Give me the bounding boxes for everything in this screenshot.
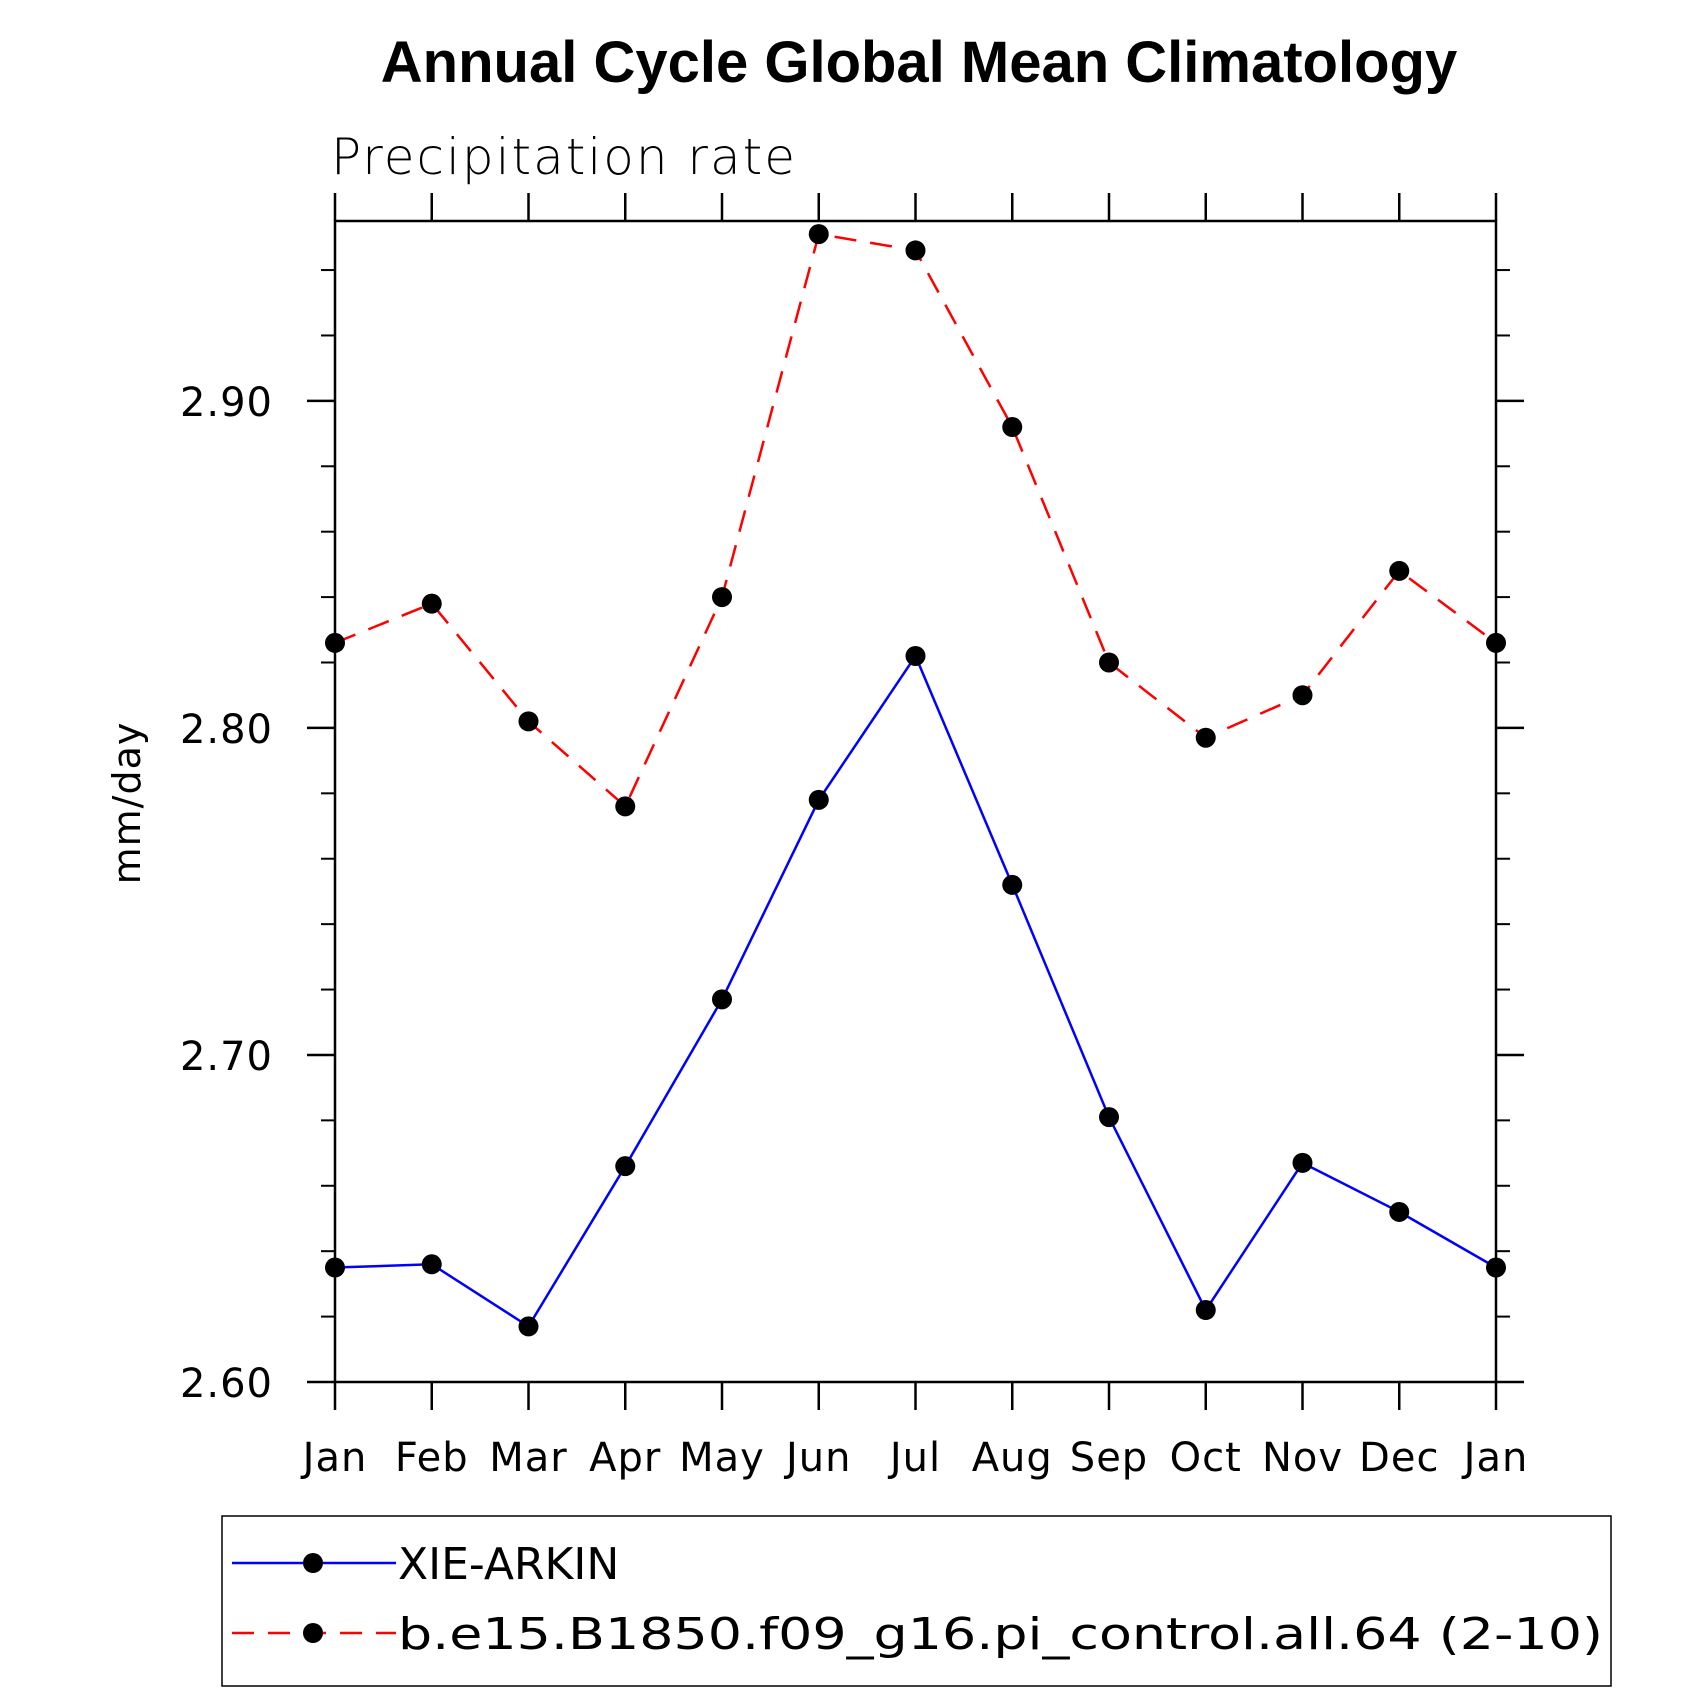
- plot-frame: [333, 219, 1498, 1384]
- tick-labels: Jan Feb Mar Apr May Jun Jul Aug Sep Oct Nov Dec Jan 2…: [180, 380, 1529, 1481]
- series-1-point: [1292, 685, 1313, 706]
- series-0-point: [325, 1257, 345, 1278]
- series-1-point: [905, 240, 926, 261]
- series-1-point: [808, 224, 829, 245]
- series-0-point: [1195, 1300, 1216, 1321]
- x-tick-label: Feb: [395, 1435, 469, 1481]
- x-tick-label: Jul: [887, 1435, 941, 1481]
- x-tick-label: Sep: [1070, 1435, 1148, 1481]
- series-1-point: [1195, 727, 1216, 748]
- series-markers: [325, 224, 1506, 1337]
- series-1-point: [615, 796, 636, 817]
- series-line-1: [334, 232, 1497, 809]
- legend-box: [221, 1515, 1612, 1687]
- legend-label-model: b.e15.B1850.f09_g16.pi_control.all.64 (2…: [398, 1609, 1603, 1660]
- series-1-point: [1002, 417, 1023, 438]
- x-tick-label: Mar: [489, 1435, 567, 1481]
- series-0-point: [1292, 1152, 1313, 1173]
- x-tick-label: Oct: [1170, 1435, 1242, 1481]
- series-1-point: [712, 587, 732, 608]
- x-tick-label: Apr: [589, 1435, 661, 1481]
- y-axis-label: mm/day: [105, 722, 149, 885]
- series-0-point: [1486, 1257, 1506, 1278]
- series-1-point: [1389, 560, 1410, 581]
- y-tick-label: 2.80: [180, 707, 273, 753]
- x-tick-label: May: [679, 1435, 765, 1481]
- x-tick-label: Jan: [1461, 1435, 1529, 1481]
- legend-marker-xie-arkin: [303, 1553, 323, 1573]
- chart-title: Annual Cycle Global Mean Climatology: [381, 30, 1457, 95]
- series-0-point: [1002, 874, 1023, 895]
- legend: XIE-ARKIN b.e15.B1850.f09_g16.pi_control…: [221, 1515, 1612, 1687]
- x-tick-label: Jan: [300, 1435, 368, 1481]
- series-1-point: [518, 711, 539, 732]
- chart-subtitle: Precipitation rate: [331, 128, 797, 186]
- series-line-0: [334, 653, 1497, 1329]
- x-tick-label: Jun: [783, 1435, 852, 1481]
- series-0-point: [1099, 1107, 1119, 1128]
- axis-ticks: [307, 193, 1524, 1410]
- series-1-point: [1486, 632, 1506, 653]
- series-0-point: [905, 645, 926, 666]
- series-1-point: [325, 632, 345, 653]
- y-tick-label: 2.70: [180, 1034, 273, 1080]
- series-1-point: [421, 593, 442, 614]
- series-1-point: [1099, 652, 1119, 673]
- x-tick-label: Aug: [972, 1435, 1053, 1481]
- series-0-point: [712, 989, 732, 1010]
- series-0-point: [421, 1254, 442, 1275]
- series-0-point: [1389, 1201, 1410, 1222]
- legend-marker-model: [303, 1623, 323, 1643]
- series-0-point: [808, 789, 829, 810]
- series-0-point: [615, 1156, 636, 1177]
- y-tick-label: 2.90: [180, 380, 273, 426]
- y-tick-label: 2.60: [180, 1361, 273, 1407]
- series-0-point: [518, 1316, 539, 1337]
- axes: [333, 219, 1498, 1384]
- series-lines: [334, 232, 1497, 1329]
- legend-label-xie-arkin: XIE-ARKIN: [398, 1539, 619, 1590]
- x-tick-label: Nov: [1262, 1435, 1343, 1481]
- x-tick-label: Dec: [1359, 1435, 1439, 1481]
